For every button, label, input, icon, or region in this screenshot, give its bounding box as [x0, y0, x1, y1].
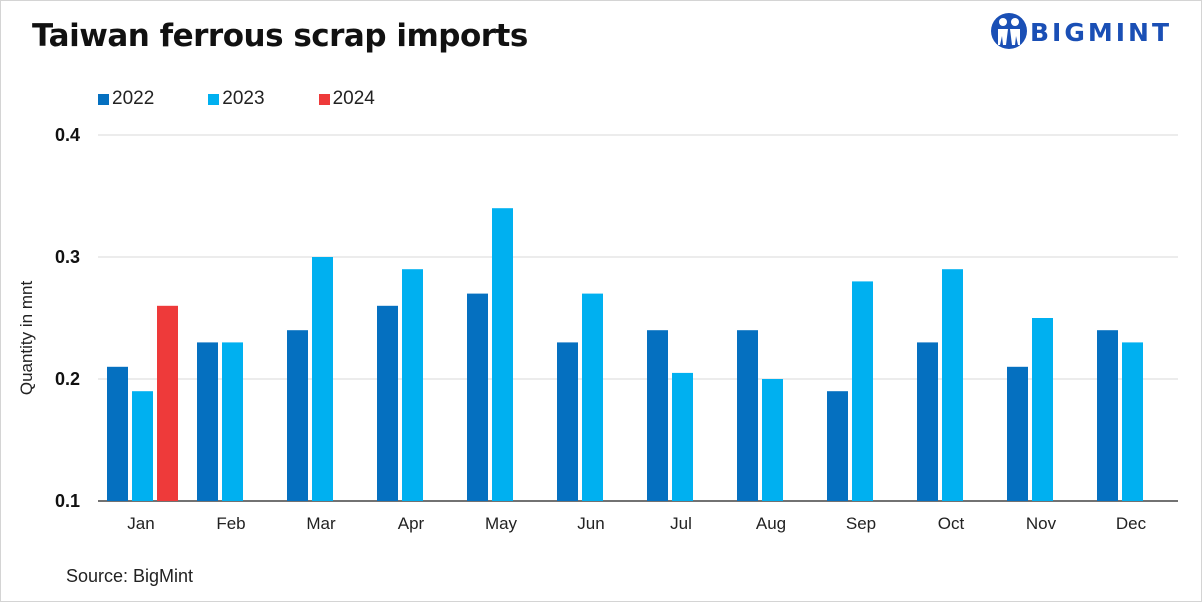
bar-2023-Dec — [1122, 342, 1143, 501]
bar-2023-Apr — [402, 269, 423, 501]
x-tick-label: Sep — [846, 514, 876, 533]
bar-2022-Jan — [107, 366, 128, 501]
x-tick-label: Oct — [938, 514, 965, 533]
x-tick-label: Dec — [1116, 514, 1147, 533]
legend-label: 2024 — [332, 88, 375, 109]
x-tick-label: Feb — [216, 514, 245, 533]
x-tick-label: Mar — [306, 514, 336, 533]
bar-2022-Sep — [827, 391, 848, 501]
bar-2022-May — [467, 293, 488, 501]
bigmint-logo: BIGMINT — [990, 8, 1190, 56]
bar-2023-Nov — [1032, 318, 1053, 501]
y-tick-label: 0.3 — [55, 247, 80, 267]
bar-2023-Feb — [222, 342, 243, 501]
y-tick-label: 0.2 — [55, 369, 80, 389]
bar-2024-Jan — [157, 305, 178, 501]
legend-item-2023: 2023 — [208, 88, 265, 110]
logo-text: BIGMINT — [1030, 18, 1173, 47]
bar-2023-Oct — [942, 269, 963, 501]
bar-2023-Jul — [672, 372, 693, 501]
x-tick-label: Jan — [127, 514, 154, 533]
bar-2022-Feb — [197, 342, 218, 501]
chart-title: Taiwan ferrous scrap imports — [32, 18, 528, 54]
source-note: Source: BigMint — [66, 566, 194, 586]
bar-2022-Mar — [287, 330, 308, 501]
bar-2023-Sep — [852, 281, 873, 501]
x-tick-label: Aug — [756, 514, 786, 533]
x-tick-label: Nov — [1026, 514, 1057, 533]
bar-2023-Mar — [312, 257, 333, 501]
legend-swatch — [208, 93, 220, 105]
bar-2022-Nov — [1007, 366, 1028, 501]
x-tick-label: May — [485, 514, 518, 533]
chart-legend: 2022 2023 2024 — [98, 88, 429, 110]
bar-2023-Aug — [762, 379, 783, 501]
bar-2023-May — [492, 208, 513, 501]
bar-2023-Jun — [582, 293, 603, 501]
legend-label: 2022 — [112, 88, 155, 109]
legend-item-2022: 2022 — [98, 88, 154, 110]
people-logo-icon — [991, 13, 1027, 49]
y-tick-label: 0.4 — [55, 125, 80, 145]
bar-2022-Aug — [737, 330, 758, 501]
x-tick-label: Apr — [398, 514, 425, 533]
bar-2022-Dec — [1097, 330, 1118, 501]
bar-2022-Jun — [557, 342, 578, 501]
x-tick-label: Jul — [670, 514, 692, 533]
bar-2023-Jan — [132, 391, 153, 501]
legend-swatch — [98, 93, 109, 105]
bar-2022-Jul — [647, 330, 668, 501]
x-tick-label: Jun — [577, 514, 604, 533]
legend-item-2024: 2024 — [318, 88, 375, 110]
legend-label: 2023 — [222, 88, 265, 109]
bar-2022-Oct — [917, 342, 938, 501]
y-tick-label: 0.1 — [55, 491, 80, 511]
y-axis-title: Quantity in mnt — [17, 281, 36, 396]
bar-2022-Apr — [377, 305, 398, 501]
legend-swatch — [318, 93, 330, 105]
